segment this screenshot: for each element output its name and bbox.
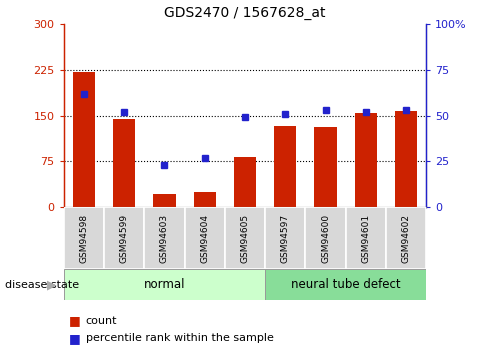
- Bar: [153, 194, 175, 207]
- Text: GSM94604: GSM94604: [200, 214, 209, 263]
- Bar: [386, 207, 426, 269]
- Bar: [104, 207, 144, 269]
- Text: GSM94601: GSM94601: [361, 214, 370, 263]
- Text: ■: ■: [69, 332, 80, 345]
- Bar: [395, 111, 417, 207]
- Bar: [234, 157, 256, 207]
- Text: GSM94602: GSM94602: [402, 214, 411, 263]
- Bar: [194, 192, 216, 207]
- Bar: [64, 269, 265, 300]
- Bar: [265, 207, 305, 269]
- Bar: [73, 72, 95, 207]
- Text: GSM94599: GSM94599: [120, 214, 129, 263]
- Text: disease state: disease state: [5, 280, 79, 289]
- Bar: [274, 126, 296, 207]
- Text: ▶: ▶: [47, 278, 56, 291]
- Bar: [305, 207, 346, 269]
- Bar: [265, 269, 426, 300]
- Bar: [355, 112, 377, 207]
- Title: GDS2470 / 1567628_at: GDS2470 / 1567628_at: [164, 6, 326, 20]
- Text: ■: ■: [69, 314, 80, 327]
- Bar: [64, 207, 104, 269]
- Text: count: count: [86, 316, 117, 326]
- Text: GSM94603: GSM94603: [160, 214, 169, 263]
- Bar: [185, 207, 225, 269]
- Text: percentile rank within the sample: percentile rank within the sample: [86, 333, 273, 343]
- Bar: [113, 119, 135, 207]
- Text: neural tube defect: neural tube defect: [291, 278, 400, 291]
- Bar: [315, 127, 337, 207]
- Bar: [225, 207, 265, 269]
- Bar: [346, 207, 386, 269]
- Text: GSM94605: GSM94605: [241, 214, 249, 263]
- Text: normal: normal: [144, 278, 185, 291]
- Text: GSM94600: GSM94600: [321, 214, 330, 263]
- Text: GSM94598: GSM94598: [79, 214, 88, 263]
- Bar: [144, 207, 185, 269]
- Text: GSM94597: GSM94597: [281, 214, 290, 263]
